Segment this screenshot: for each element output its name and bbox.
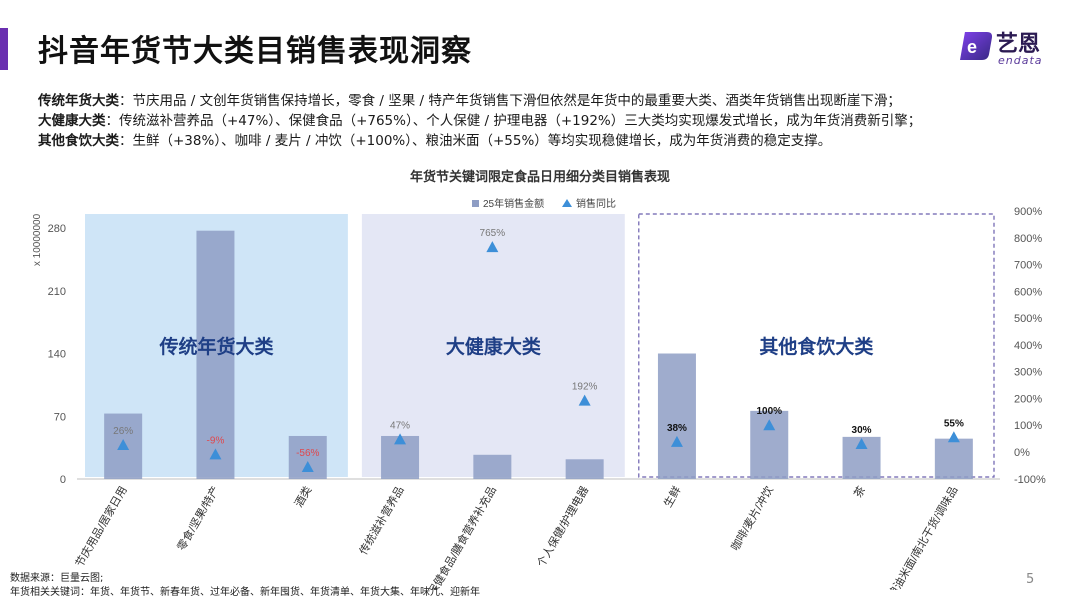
y-right-tick-label: 800%	[1014, 233, 1042, 245]
bar	[473, 454, 512, 479]
summary-text: ：传统滋补营养品（+47%）、保健食品（+765%）、个人保健 / 护理电器（+…	[105, 113, 922, 129]
x-category-label: 零食/坚果/特产	[174, 484, 222, 553]
legend-triangle-label: 销售同比	[576, 197, 616, 210]
y-left-tick-label: 210	[48, 286, 66, 298]
title-accent-bar	[0, 28, 8, 70]
y-left-unit-label: x 10000000	[32, 213, 43, 266]
y-right-tick-label: 0%	[1014, 447, 1030, 459]
svg-text:e: e	[967, 37, 977, 57]
yoy-data-label: 30%	[852, 425, 872, 436]
x-category-label: 咖啡/麦片/冲饮	[728, 484, 776, 553]
x-category-label: 个人保健/护理电器	[534, 484, 592, 570]
group-background	[361, 214, 625, 477]
yoy-data-label: -9%	[207, 435, 225, 446]
y-right-tick-label: 100%	[1014, 420, 1042, 432]
yoy-marker	[763, 419, 776, 431]
y-right-tick-label: 200%	[1014, 393, 1042, 405]
summary-label: 传统年货大类	[38, 93, 119, 109]
yoy-marker	[301, 460, 314, 472]
y-left-tick-label: 70	[54, 411, 66, 423]
legend-bar-label: 25年销售金额	[483, 197, 544, 210]
logo-en-text: endata	[998, 54, 1043, 67]
group-label: 其他食饮大类	[759, 335, 873, 358]
summary-line-traditional: 传统年货大类：节庆用品 / 文创年货销售保持增长，零食 / 坚果 / 特产年货销…	[38, 91, 1068, 111]
yoy-data-label: -56%	[296, 448, 319, 459]
yoy-marker	[947, 431, 960, 443]
y-right-tick-label: 400%	[1014, 340, 1042, 352]
yoy-data-label: 38%	[667, 423, 687, 434]
group-label: 传统年货大类	[158, 335, 273, 358]
bar	[934, 438, 973, 479]
endata-logo-icon: e	[960, 32, 992, 60]
yoy-marker	[486, 241, 499, 253]
page-number: 5	[1026, 572, 1035, 587]
y-right-tick-label: -100%	[1014, 474, 1046, 486]
footer-notes: 数据来源：巨量云图; 年货相关关键词：年货、年货节、新春年货、过年必备、新年囤货…	[10, 572, 480, 600]
x-category-label: 传统滋补营养品	[356, 484, 407, 558]
summary-label: 其他食饮大类	[38, 133, 119, 149]
page-title: 抖音年货节大类目销售表现洞察	[38, 34, 472, 69]
x-category-label: 生鲜	[660, 484, 683, 510]
yoy-marker	[394, 433, 407, 445]
x-category-label: 茶	[851, 484, 868, 500]
y-left-tick-label: 140	[48, 349, 66, 361]
summary-block: 传统年货大类：节庆用品 / 文创年货销售保持增长，零食 / 坚果 / 特产年货销…	[38, 91, 1068, 151]
y-right-tick-label: 500%	[1014, 313, 1042, 325]
yoy-data-label: 765%	[480, 228, 506, 239]
summary-line-other-food: 其他食饮大类：生鲜（+38%）、咖啡 / 麦片 / 冲饮（+100%）、粮油米面…	[38, 131, 1068, 151]
yoy-marker	[855, 437, 868, 449]
legend-triangle-swatch	[562, 199, 572, 207]
y-right-tick-label: 900%	[1014, 206, 1042, 218]
x-category-label: 粮油米面/南北干货/调味品	[885, 484, 961, 591]
yoy-marker	[209, 448, 222, 460]
brand-logo: e 艺恩 endata	[952, 24, 1062, 68]
keywords-note: 年货相关关键词：年货、年货节、新春年货、过年必备、新年囤货、年货清单、年货大集、…	[10, 587, 480, 598]
y-left-tick-label: 280	[48, 223, 66, 235]
x-category-label: 酒类	[291, 484, 314, 510]
bar	[196, 230, 235, 479]
yoy-marker	[117, 439, 130, 451]
yoy-data-label: 55%	[944, 418, 964, 429]
yoy-data-label: 100%	[756, 406, 782, 417]
x-category-label: 节庆用品/居家日用	[72, 484, 130, 570]
y-right-tick-label: 700%	[1014, 260, 1042, 272]
bar	[565, 459, 604, 479]
yoy-marker	[578, 394, 591, 406]
y-left-tick-label: 0	[60, 474, 66, 486]
yoy-data-label: 26%	[113, 426, 133, 437]
legend-bar-swatch	[472, 200, 479, 207]
summary-label: 大健康大类	[38, 113, 106, 129]
yoy-marker	[670, 435, 683, 447]
sales-combo-chart: 0 70 140 210 280 x 10000000 -100% 0% 100% 200% 300…	[32, 197, 1046, 591]
group-frame	[638, 213, 995, 478]
summary-line-health: 大健康大类：传统滋补营养品（+47%）、保健食品（+765%）、个人保健 / 护…	[38, 111, 1068, 131]
group-label: 大健康大类	[446, 335, 541, 358]
yoy-data-label: 47%	[390, 420, 410, 431]
bar	[657, 353, 696, 479]
yoy-data-label: 192%	[572, 382, 598, 393]
summary-text: ：生鲜（+38%）、咖啡 / 麦片 / 冲饮（+100%）、粮油米面（+55%）…	[119, 133, 832, 149]
logo-cn-text: 艺恩	[996, 32, 1041, 57]
summary-text: ：节庆用品 / 文创年货销售保持增长，零食 / 坚果 / 特产年货销售下滑但依然…	[119, 93, 901, 109]
chart-title: 年货节关键词限定食品日用细分类目销售表现	[409, 170, 670, 185]
y-right-tick-label: 300%	[1014, 367, 1042, 379]
data-source-note: 数据来源：巨量云图;	[10, 573, 104, 584]
y-right-tick-label: 600%	[1014, 286, 1042, 298]
